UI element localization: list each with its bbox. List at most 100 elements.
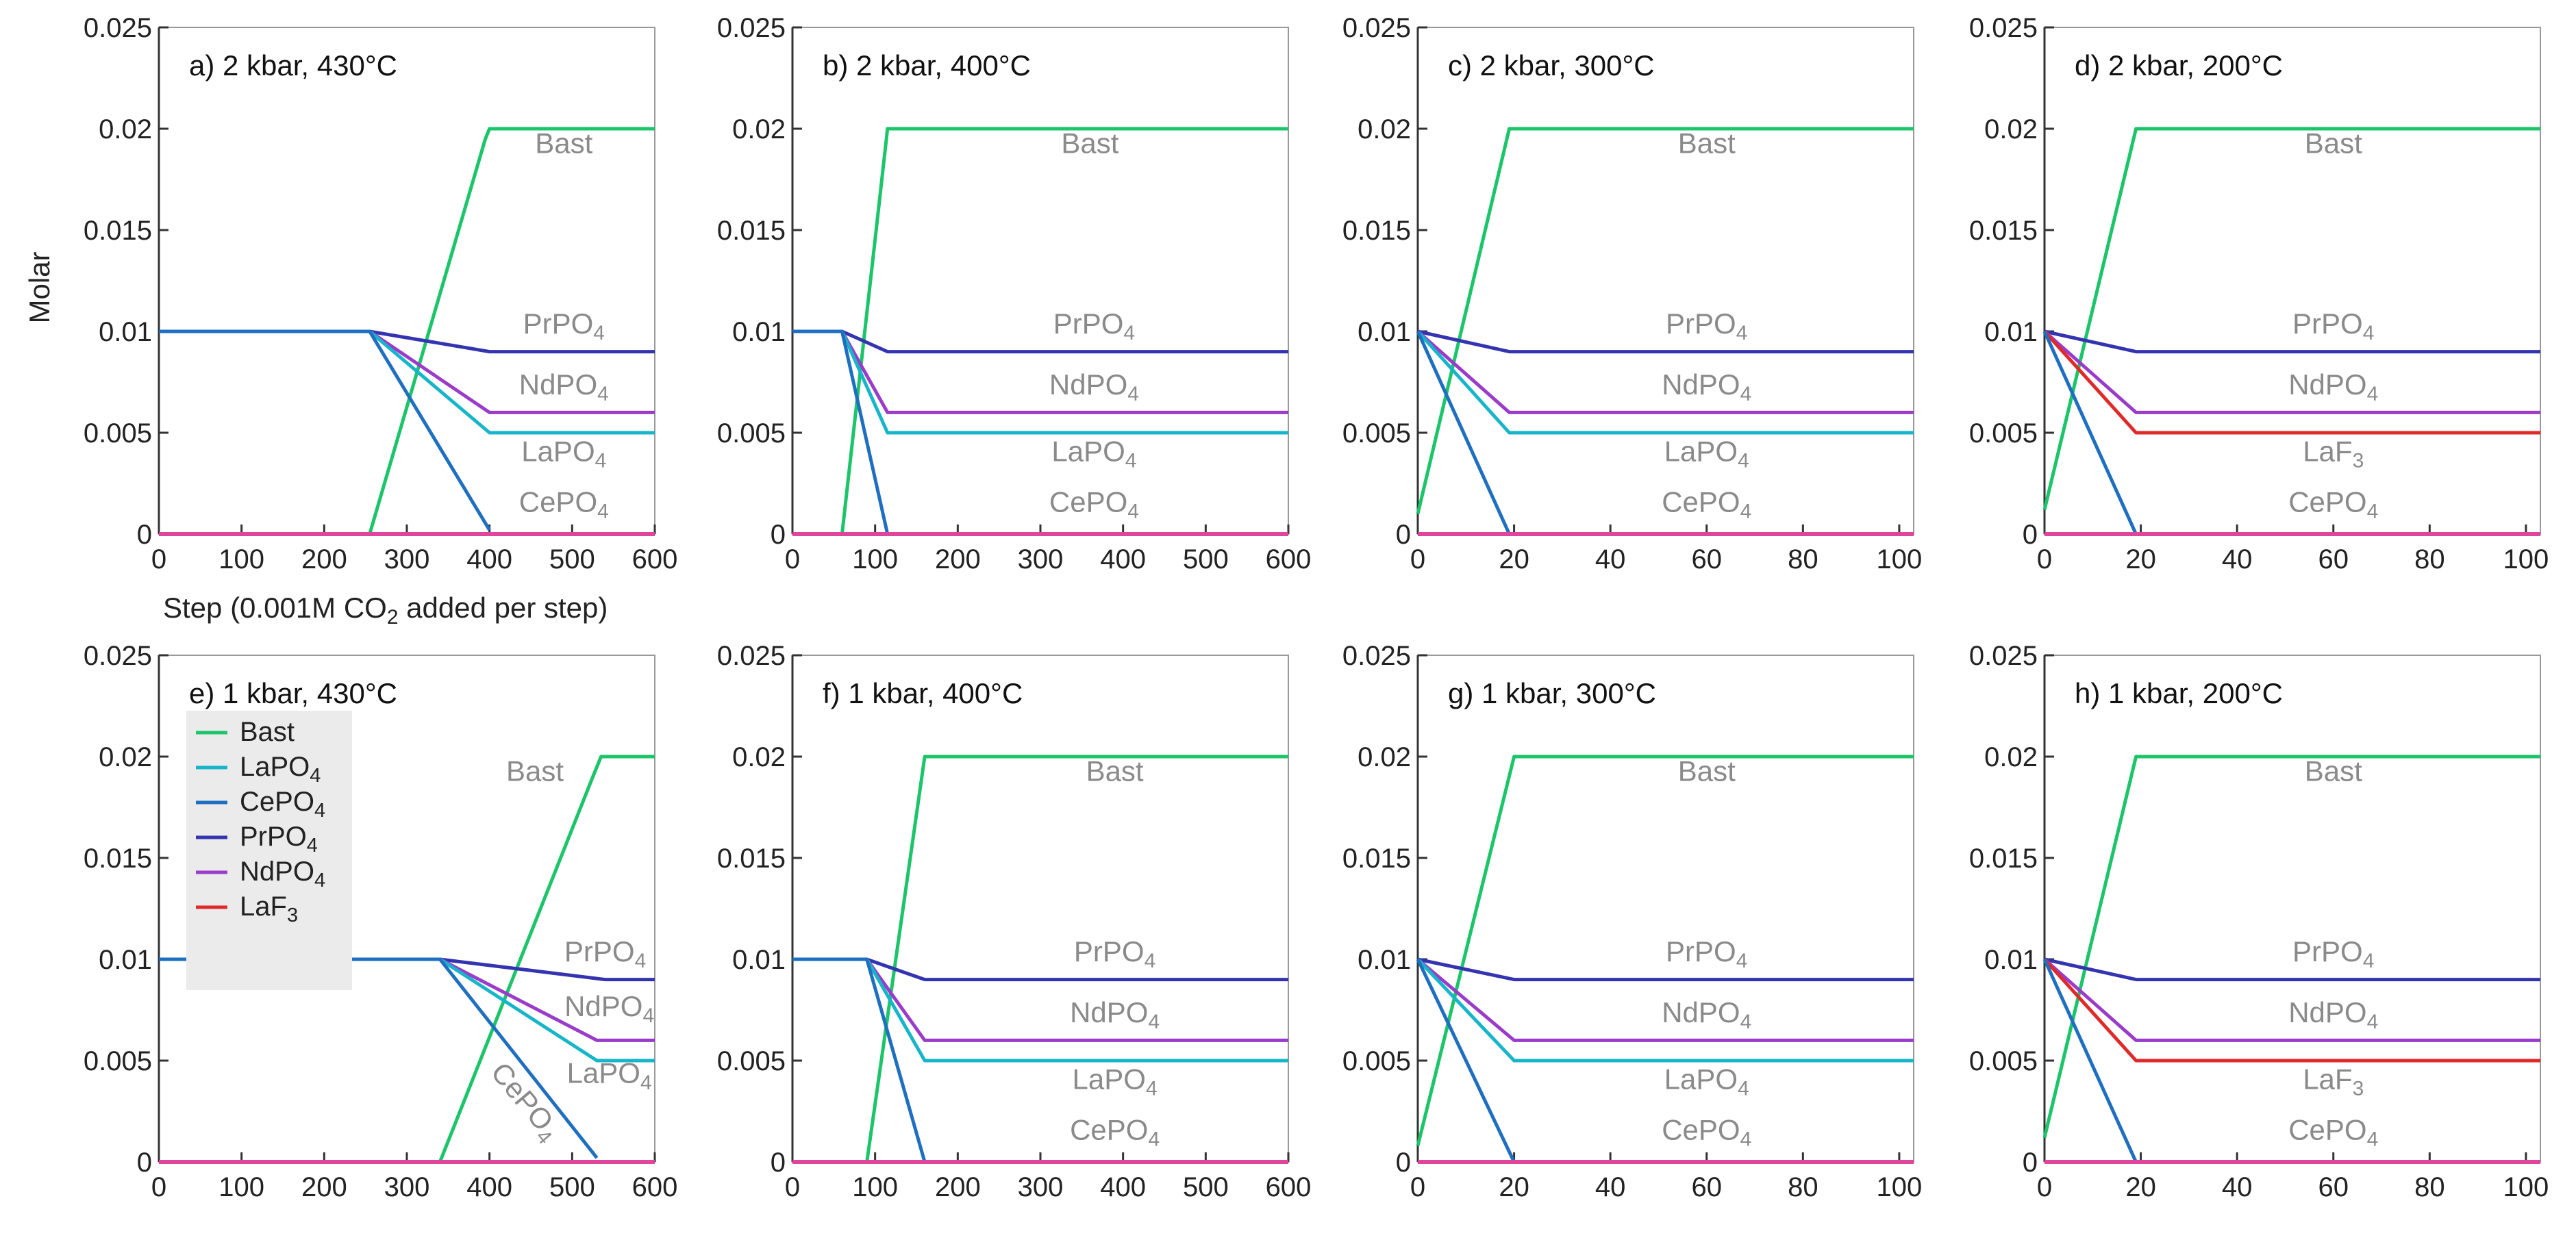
series-label: LaPO4 — [1051, 435, 1136, 472]
y-tick-label: 0.02 — [732, 742, 786, 772]
y-tick-label: 0.025 — [1342, 13, 1411, 43]
x-tick-label: 400 — [466, 1172, 512, 1202]
x-tick-label: 100 — [218, 544, 264, 574]
y-tick-label: 0.01 — [1358, 317, 1411, 347]
series-label: Bast — [1678, 755, 1736, 787]
series-ndpo4 — [792, 957, 1288, 1042]
series-cepo4 — [792, 329, 890, 535]
series-label: PrPO4 — [2292, 935, 2374, 972]
y-tick-label: 0.025 — [717, 13, 786, 43]
panel-title: h) 1 kbar, 200°C — [2075, 677, 2283, 709]
series-label: LaF3 — [2303, 1063, 2364, 1100]
series-label: CePO4 — [1070, 1113, 1160, 1150]
x-tick-label: 100 — [1877, 1172, 1923, 1202]
x-tick-label: 60 — [2318, 1172, 2349, 1202]
x-tick-label: 400 — [1100, 544, 1146, 574]
y-tick-label: 0.025 — [1342, 641, 1411, 671]
x-tick-label: 600 — [1266, 1172, 1312, 1202]
x-tick-label: 60 — [1691, 544, 1722, 574]
series-label: NdPO4 — [519, 368, 609, 405]
panel-title: a) 2 kbar, 430°C — [189, 49, 397, 81]
y-tick-label: 0.015 — [1342, 216, 1411, 246]
y-tick-label: 0.025 — [84, 13, 152, 43]
y-tick-label: 0.005 — [717, 418, 786, 448]
x-tick-label: 200 — [301, 1172, 347, 1202]
series-lapo4 — [792, 957, 1288, 1063]
y-axis-label: Molar — [23, 251, 55, 323]
series-label: CePO4 — [2288, 485, 2378, 522]
panel-title: f) 1 kbar, 400°C — [823, 677, 1023, 709]
y-tick-label: 0.005 — [717, 1046, 786, 1076]
x-tick-label: 300 — [384, 544, 430, 574]
x-tick-label: 0 — [151, 544, 166, 574]
x-tick-label: 100 — [852, 544, 898, 574]
x-tick-label: 0 — [151, 1172, 166, 1202]
panel-c: 0 0.005 0.01 0.015 0.02 0.025 0 20 40 60 80 100 c) 2… — [1342, 13, 1922, 574]
series-label: NdPO4 — [1049, 368, 1139, 405]
panel-g: 0 0.005 0.01 0.015 0.02 0.025 0 20 40 60 80 100 g) 1… — [1342, 641, 1922, 1202]
y-tick-label: 0.015 — [1342, 844, 1411, 874]
series-label: PrPO4 — [564, 935, 646, 972]
x-tick-label: 0 — [1410, 544, 1425, 574]
y-tick-label: 0.025 — [1969, 641, 2038, 671]
series-label: CePO4 — [1662, 485, 1751, 522]
x-tick-label: 40 — [1595, 1172, 1626, 1202]
series-label: NdPO4 — [1070, 996, 1160, 1033]
series-laf3 — [2043, 330, 2540, 435]
series-label: CePO4 — [2288, 1113, 2378, 1150]
y-tick-label: 0.005 — [1969, 1046, 2038, 1076]
x-tick-label: 600 — [1266, 544, 1312, 574]
y-tick-label: 0 — [137, 1148, 152, 1178]
x-tick-label: 80 — [1788, 1172, 1818, 1202]
y-tick-label: 0.02 — [1358, 742, 1411, 772]
x-tick-label: 200 — [935, 544, 981, 574]
y-tick-label: 0.01 — [1984, 945, 2038, 975]
y-tick-label: 0 — [771, 520, 786, 550]
x-tick-label: 300 — [1018, 544, 1064, 574]
x-tick-label: 80 — [2414, 544, 2445, 574]
y-tick-label: 0.005 — [84, 1046, 152, 1076]
series-prpo4 — [2044, 329, 2540, 354]
y-tick-label: 0.015 — [1969, 844, 2038, 874]
y-tick-label: 0.01 — [1984, 317, 2038, 347]
x-tick-label: 20 — [2125, 1172, 2156, 1202]
x-tick-label: 400 — [466, 544, 512, 574]
series-label: NdPO4 — [564, 990, 654, 1027]
y-tick-label: 0.015 — [717, 844, 786, 874]
x-tick-label: 400 — [1100, 1172, 1146, 1202]
plot-frame — [2044, 27, 2541, 535]
series-lapo4 — [1416, 958, 1914, 1063]
x-axis-label: Step (0.001M CO2 added per step) — [163, 592, 608, 629]
series-cepo4 — [792, 957, 927, 1163]
series-cepo4 — [2042, 958, 2138, 1163]
x-tick-label: 300 — [384, 1172, 430, 1202]
panel-title: b) 2 kbar, 400°C — [823, 49, 1031, 81]
y-tick-label: 0.02 — [99, 742, 152, 772]
y-tick-label: 0.015 — [84, 216, 152, 246]
x-tick-label: 0 — [2037, 544, 2052, 574]
series-lapo4 — [1416, 330, 1914, 435]
x-tick-label: 100 — [852, 1172, 898, 1202]
x-tick-label: 0 — [785, 544, 800, 574]
x-tick-label: 100 — [1877, 544, 1923, 574]
series-label: PrPO4 — [1074, 935, 1155, 972]
legend-label: CePO4 — [240, 787, 325, 822]
legend-label: LaF3 — [240, 891, 298, 926]
y-tick-label: 0.01 — [99, 317, 152, 347]
series-label: PrPO4 — [1053, 307, 1135, 344]
x-tick-label: 600 — [632, 544, 678, 574]
x-tick-label: 500 — [1183, 544, 1229, 574]
x-tick-label: 40 — [2222, 544, 2253, 574]
series-bast — [2042, 755, 2540, 1139]
y-tick-label: 0.015 — [717, 216, 786, 246]
series-label: LaF3 — [2303, 435, 2364, 472]
series-label: PrPO4 — [2292, 307, 2374, 344]
panel-title: e) 1 kbar, 430°C — [189, 677, 397, 709]
x-tick-label: 300 — [1018, 1172, 1064, 1202]
y-tick-label: 0.02 — [1358, 114, 1411, 144]
legend-label: Bast — [240, 717, 295, 747]
panel-d: 0 0.005 0.01 0.015 0.02 0.025 0 20 40 60 80 100 d) 2… — [1969, 13, 2549, 574]
x-tick-label: 40 — [2222, 1172, 2253, 1202]
series-label: LaPO4 — [1664, 435, 1749, 472]
